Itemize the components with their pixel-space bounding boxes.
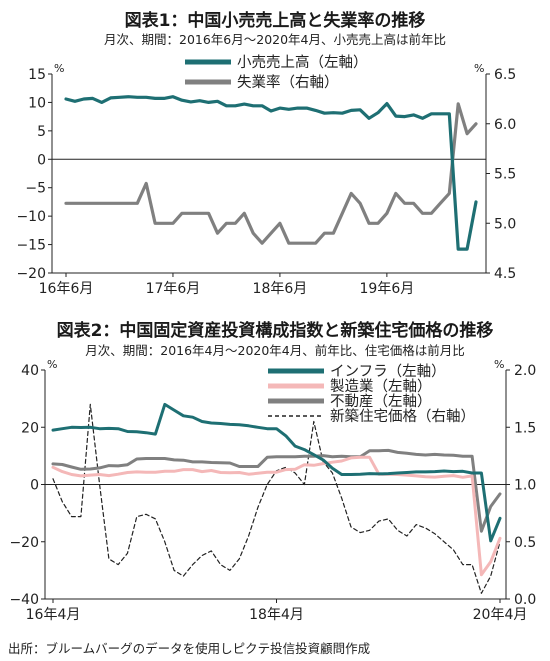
- chart2-series-line-4: [52, 403, 501, 594]
- chart1-legend-label-1: 小売売上高（左軸）: [237, 54, 368, 71]
- chart2-left-tick-label: 0: [30, 478, 39, 494]
- chart1-right-tick-label: 5.5: [494, 167, 516, 183]
- chart2-series-line-3: [51, 448, 502, 533]
- chart1-right-tick-label: 6.5: [494, 67, 516, 83]
- source-footer: 出所：ブルームバーグのデータを使用しピクテ投信投資顧問作成: [8, 641, 371, 656]
- chart2-left-tick-label: 20: [21, 420, 39, 436]
- chart2-legend-label-3: 不動産（左軸）: [330, 393, 432, 410]
- chart2-subtitle: 月次、期間：2016年4月～2020年4月、前年比、住宅価格は前月比: [85, 343, 465, 358]
- chart1-right-unit: %: [474, 62, 484, 75]
- chart2-right-unit: %: [494, 358, 504, 371]
- chart1-x-tick-label: 19年6月: [360, 281, 415, 297]
- chart2-legend-label-2: 製造業（左軸）: [330, 378, 432, 395]
- chart2-right-tick-label: 0.5: [514, 535, 536, 551]
- chart1-right-tick-label: 5.0: [494, 216, 516, 232]
- chart1-legend-label-2: 失業率（右軸）: [237, 74, 339, 91]
- chart2-title: 図表2：中国固定資産投資構成指数と新築住宅価格の推移: [56, 321, 494, 341]
- chart2-left-tick-label: −20: [9, 535, 39, 551]
- chart1-x-tick-label: 16年6月: [39, 281, 94, 297]
- chart2-x-tick-label: 16年4月: [26, 607, 81, 623]
- chart1-left-tick-label: 5: [37, 124, 46, 140]
- chart1-subtitle: 月次、期間：2016年6月～2020年4月、小売売上高は前年比: [103, 32, 447, 47]
- chart2-right-tick-label: 2.0: [514, 363, 536, 379]
- chart1-left-tick-label: −10: [16, 209, 46, 225]
- chart1-left-tick-label: −20: [16, 266, 46, 282]
- chart1-left-tick-label: 15: [28, 67, 46, 83]
- chart1-series-line-1: [64, 95, 478, 251]
- chart1-title: 図表1：中国小売売上高と失業率の推移: [124, 11, 426, 31]
- chart2-series-line-1: [51, 402, 502, 543]
- chart1-left-tick-label: 10: [28, 95, 46, 111]
- chart1-right-tick-label: 6.0: [494, 117, 516, 133]
- chart2-left-unit: %: [47, 358, 57, 371]
- chart2-x-tick-label: 18年4月: [249, 607, 304, 623]
- chart1-left-unit: %: [54, 62, 64, 75]
- chart1-left-tick-label: −5: [25, 181, 46, 197]
- chart2-left-tick-label: 40: [21, 363, 39, 379]
- chart1-right-tick-label: 4.5: [494, 266, 516, 282]
- chart1-x-tick-label: 17年6月: [146, 281, 201, 297]
- chart2-x-tick-label: 20年4月: [473, 607, 528, 623]
- chart2-left-tick-label: −40: [9, 592, 39, 608]
- chart1-left-tick-label: 0: [37, 152, 46, 168]
- chart2-right-tick-label: 1.0: [514, 478, 536, 494]
- chart2-legend-label-4: 新築住宅価格（右軸）: [330, 407, 475, 425]
- chart1-left-tick-label: −15: [16, 238, 46, 254]
- chart1-x-tick-label: 18年6月: [253, 281, 308, 297]
- chart2-right-tick-label: 1.5: [514, 420, 536, 436]
- chart1-series-line-2: [64, 102, 478, 245]
- chart2-right-tick-label: 0.0: [514, 592, 536, 608]
- chart2-series-line-2: [51, 455, 502, 577]
- chart2-legend-label-1: インフラ（左軸）: [330, 363, 446, 380]
